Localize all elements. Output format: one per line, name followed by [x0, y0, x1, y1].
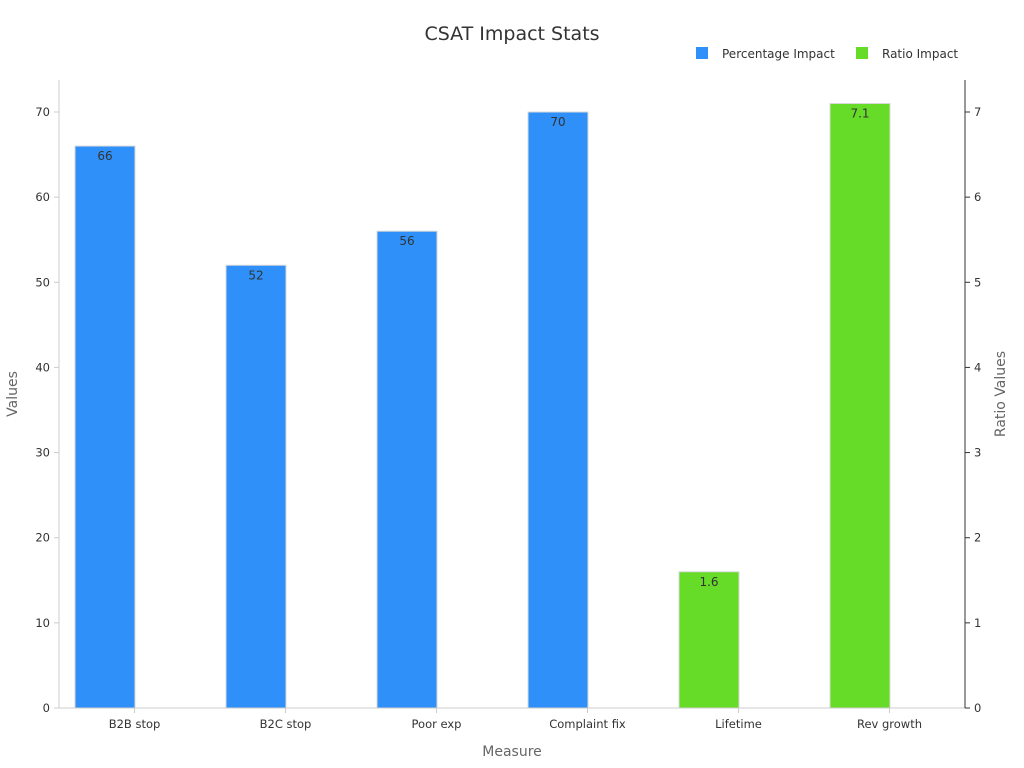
chart-title: CSAT Impact Stats [424, 23, 599, 45]
x-axis-label: Measure [482, 744, 542, 760]
data-label-rev-growth: 7.1 [850, 106, 869, 120]
y2-tick-label: 7 [974, 105, 981, 119]
y-tick-label: 50 [35, 275, 50, 289]
y2-tick-label: 5 [974, 275, 981, 289]
bar-percentage-impact-b2b-stop [74, 145, 136, 709]
data-label-lifetime: 1.6 [699, 575, 718, 589]
x-tick-label-lifetime: Lifetime [715, 717, 762, 731]
y2-tick-label: 0 [974, 701, 981, 715]
y2-tick-label: 4 [974, 360, 981, 374]
x-tick-label-b2b-stop: B2B stop [109, 717, 161, 731]
x-tick-label-rev-growth: Rev growth [857, 717, 922, 731]
y2-tick-label: 2 [974, 531, 981, 545]
bar-ratio-impact-rev-growth [829, 102, 891, 709]
y-tick-label: 10 [35, 616, 50, 630]
legend-swatch-percentage-impact [696, 47, 708, 59]
y-tick-label: 30 [35, 446, 50, 460]
legend: Percentage Impact Ratio Impact [696, 47, 958, 61]
bar-percentage-impact-b2c-stop [225, 264, 287, 709]
y2-tick-label: 6 [974, 190, 981, 204]
data-label-b2c-stop: 52 [248, 268, 263, 282]
bar-percentage-impact-complaint-fix [527, 111, 589, 709]
data-label-poor-exp: 56 [399, 234, 414, 248]
y-tick-label: 0 [43, 701, 50, 715]
bar-ratio-impact-lifetime [678, 571, 740, 709]
y-axis-label: Values [5, 371, 21, 417]
data-label-complaint-fix: 70 [550, 115, 565, 129]
x-tick-label-b2c-stop: B2C stop [260, 717, 312, 731]
legend-label-ratio-impact: Ratio Impact [882, 47, 958, 61]
x-tick-label-complaint-fix: Complaint fix [549, 717, 626, 731]
y-tick-label: 20 [35, 531, 50, 545]
bar-percentage-impact-poor-exp [376, 230, 438, 709]
legend-swatch-ratio-impact [856, 47, 868, 59]
data-label-b2b-stop: 66 [97, 149, 112, 163]
y-tick-label: 60 [35, 190, 50, 204]
legend-label-percentage-impact: Percentage Impact [722, 47, 835, 61]
y-tick-label: 40 [35, 360, 50, 374]
y2-tick-label: 3 [974, 446, 981, 460]
x-tick-label-poor-exp: Poor exp [412, 717, 462, 731]
y2-tick-label: 1 [974, 616, 981, 630]
y2-axis-label: Ratio Values [993, 351, 1009, 437]
y-tick-label: 70 [35, 105, 50, 119]
